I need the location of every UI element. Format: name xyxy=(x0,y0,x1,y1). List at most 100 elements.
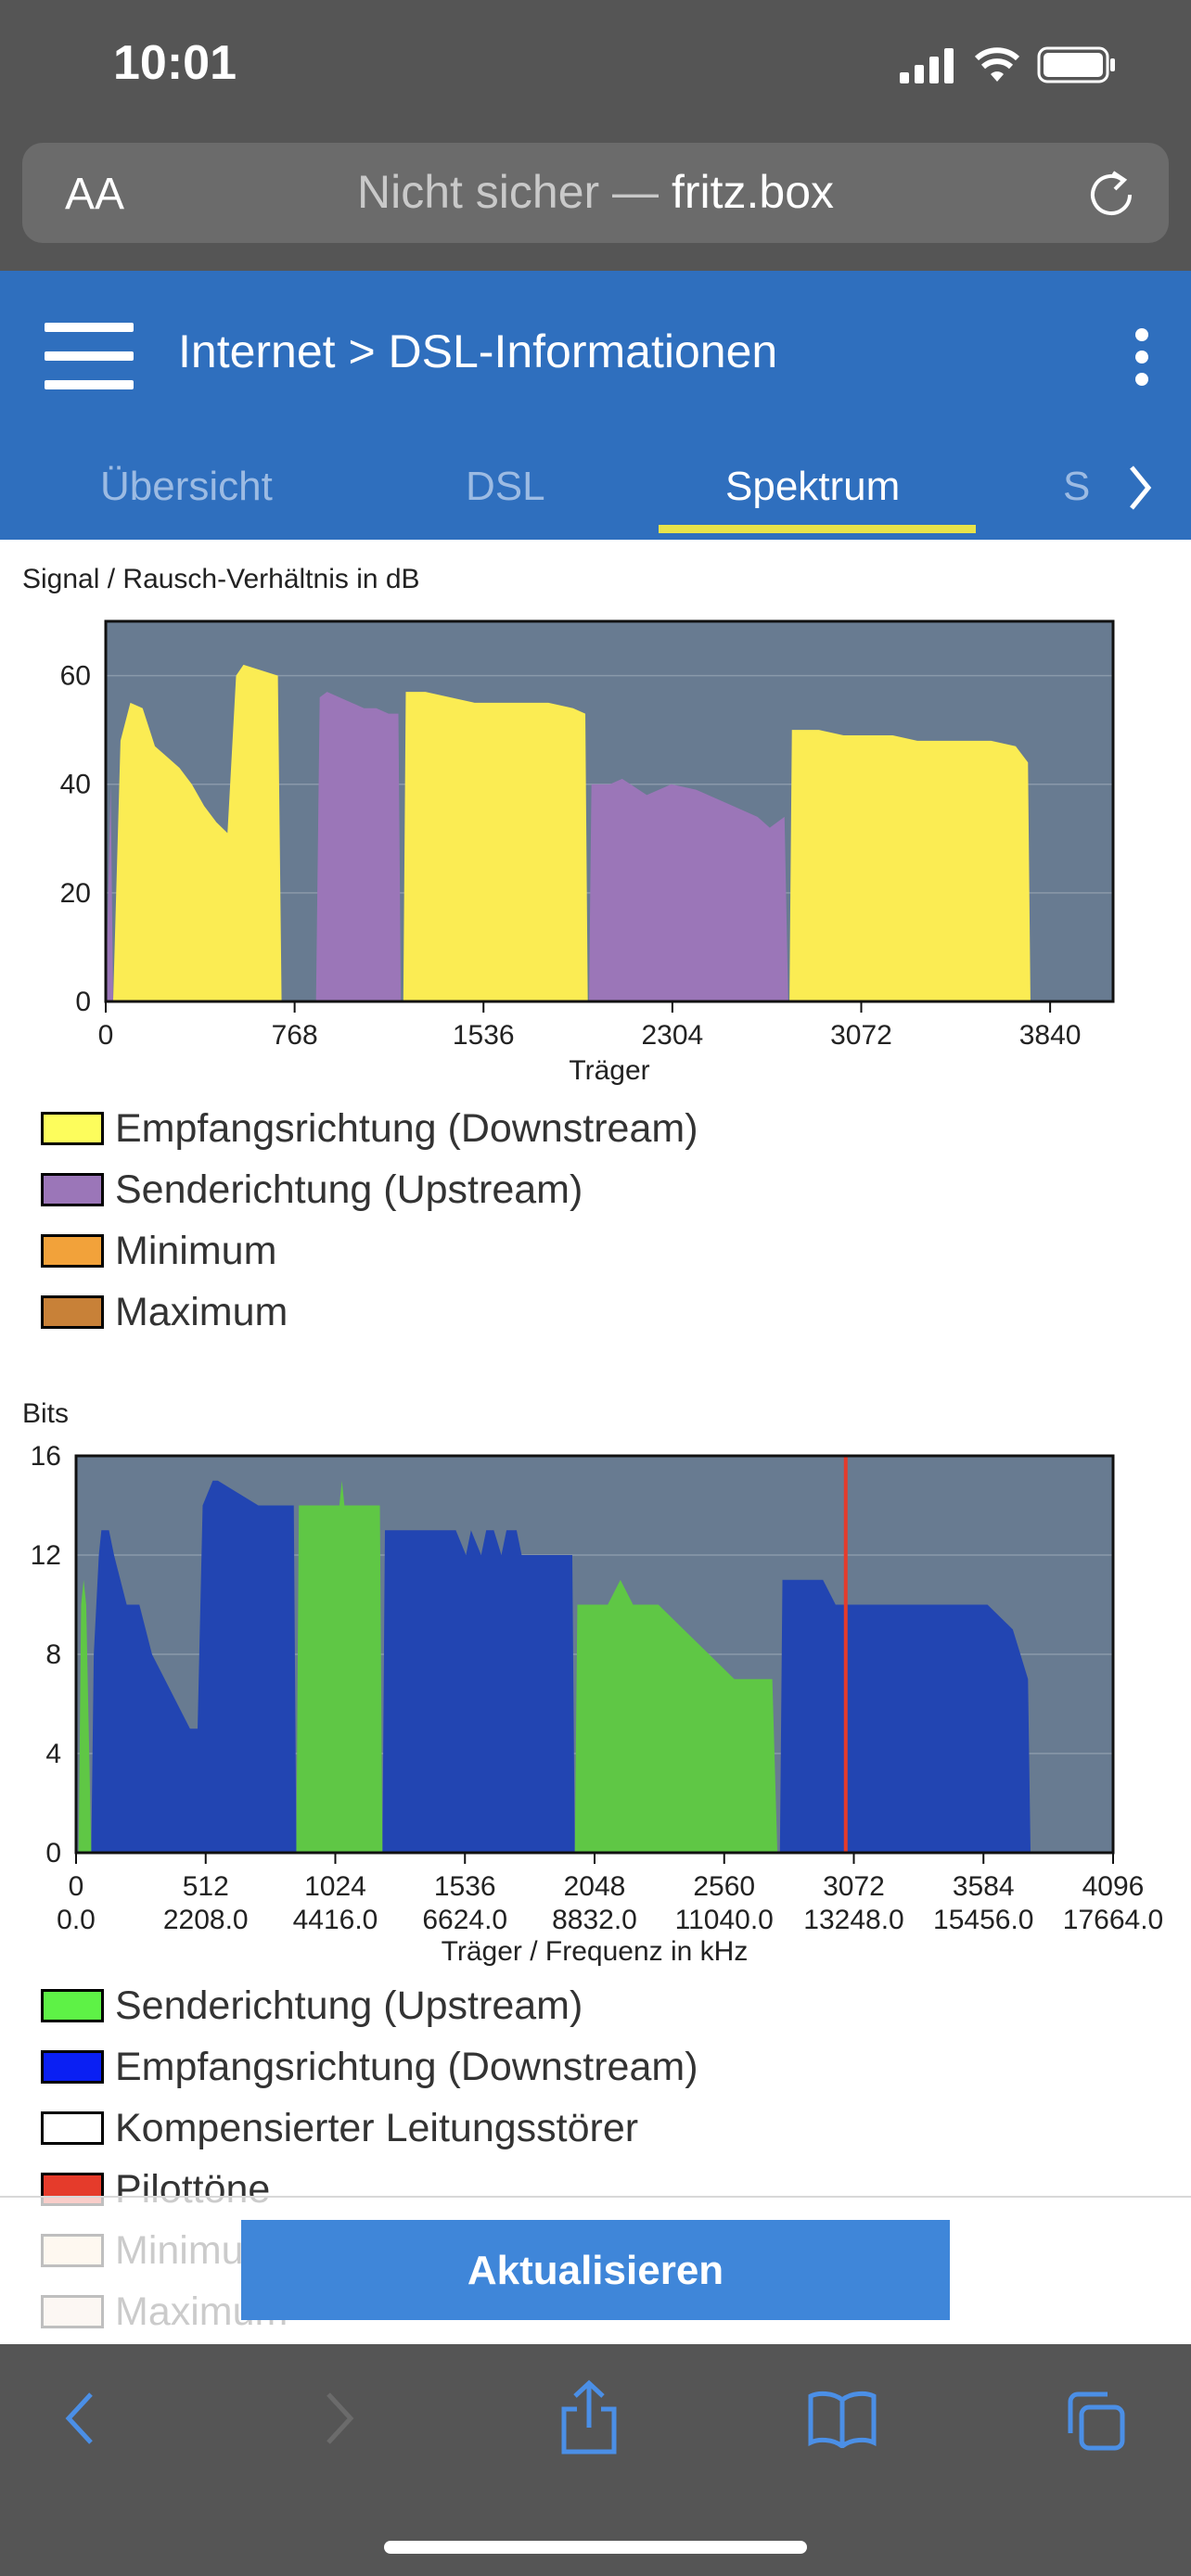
y-tick-label: 0 xyxy=(75,987,91,1017)
bookmarks-icon[interactable] xyxy=(807,2389,877,2448)
address-bar[interactable]: AA Nicht sicher — fritz.box xyxy=(22,143,1169,243)
snr-legend: Empfangsrichtung (Downstream) Senderichtu… xyxy=(41,1098,698,1343)
legend-swatch xyxy=(41,2111,104,2145)
x-tick-label: 3072 xyxy=(830,1020,892,1051)
snr-chart: 0 20 40 60 0 768 1536 2304 3072 3840 Träger xyxy=(60,619,1115,1086)
clock: 10:01 xyxy=(113,36,237,90)
tab-bar: Übersicht DSL Spektrum S xyxy=(0,447,1191,540)
wifi-icon xyxy=(974,47,1020,82)
x-tick-label: 512 xyxy=(183,1871,229,1902)
refresh-button[interactable]: Aktualisieren xyxy=(241,2220,950,2320)
signal-icon xyxy=(900,48,954,83)
y-tick-label: 12 xyxy=(31,1540,61,1571)
x-tick-label-freq: 6624.0 xyxy=(422,1905,507,1935)
legend-swatch xyxy=(41,1234,104,1268)
plot-frame xyxy=(104,619,1115,1003)
reload-icon[interactable] xyxy=(1085,167,1137,219)
series-area-1 xyxy=(78,1579,92,1853)
legend-swatch xyxy=(41,2050,104,2084)
x-tick-label-freq: 11040.0 xyxy=(675,1905,774,1935)
x-axis-label: Träger xyxy=(569,1055,649,1086)
x-axis-label: Träger / Frequenz in kHz xyxy=(442,1936,749,1967)
series-area-1 xyxy=(315,692,402,1001)
tabs-icon[interactable] xyxy=(1063,2389,1128,2454)
chevron-right-icon[interactable] xyxy=(1126,460,1154,516)
more-options-icon[interactable] xyxy=(1135,328,1148,395)
legend-swatch xyxy=(41,1112,104,1145)
series-area-0 xyxy=(779,1579,1031,1853)
series-area-0 xyxy=(382,1530,575,1853)
legend-swatch xyxy=(41,1295,104,1329)
x-tick-label-freq: 8832.0 xyxy=(552,1905,637,1935)
series-area-0 xyxy=(112,664,282,1001)
tab-spektrum[interactable]: Spektrum xyxy=(725,464,901,509)
bits-chart-title: Bits xyxy=(22,1398,70,1429)
legend-swatch xyxy=(41,1989,104,2022)
y-tick-label: 16 xyxy=(31,1441,61,1472)
series-area-0 xyxy=(403,692,588,1001)
url-security-note: Nicht sicher — xyxy=(356,166,672,218)
legend-label: Senderichtung (Upstream) xyxy=(115,1167,583,1212)
tab-dsl[interactable]: DSL xyxy=(466,464,545,509)
y-tick-label: 0 xyxy=(45,1838,61,1868)
snr-legend-item: Minimum xyxy=(41,1220,698,1282)
home-indicator xyxy=(384,2541,807,2554)
x-tick-label: 2304 xyxy=(642,1020,704,1051)
x-tick-label: 3072 xyxy=(823,1871,885,1902)
series-area-1 xyxy=(574,1579,778,1853)
bits-chart: 048121600.05122208.010244416.015366624.0… xyxy=(31,1441,1164,1967)
x-tick-label: 1536 xyxy=(453,1020,515,1051)
legend-label: Empfangsrichtung (Downstream) xyxy=(115,2044,698,2089)
series-area-0 xyxy=(91,1480,297,1853)
x-tick-label-freq: 2208.0 xyxy=(163,1905,249,1935)
active-tab-indicator xyxy=(659,525,976,533)
back-icon[interactable] xyxy=(58,2389,104,2448)
app-header: Internet > DSL-Informationen Übersicht D… xyxy=(0,271,1191,540)
snr-chart-title: Signal / Rausch-Verhältnis in dB xyxy=(22,564,420,594)
legend-label: Kompensierter Leitungsstörer xyxy=(115,2105,639,2150)
url-display[interactable]: Nicht sicher — fritz.box xyxy=(22,165,1169,219)
url-host: fritz.box xyxy=(671,166,835,218)
x-tick-label: 1536 xyxy=(434,1871,496,1902)
reader-aa-button[interactable]: AA xyxy=(65,170,125,219)
series-area-1 xyxy=(296,1480,383,1853)
x-tick-label: 1024 xyxy=(304,1871,366,1902)
x-tick-label-freq: 0.0 xyxy=(57,1905,96,1935)
snr-legend-item: Senderichtung (Upstream) xyxy=(41,1159,698,1220)
forward-icon[interactable] xyxy=(315,2389,362,2448)
x-tick-label: 2560 xyxy=(693,1871,755,1902)
x-tick-label-freq: 15456.0 xyxy=(933,1905,1033,1935)
share-icon[interactable] xyxy=(557,2378,621,2455)
series-area-1 xyxy=(106,784,113,1001)
legend-label: Minimum xyxy=(115,1228,277,1273)
breadcrumb: Internet > DSL-Informationen xyxy=(178,325,778,377)
x-tick-label: 4096 xyxy=(1082,1871,1145,1902)
series-area-1 xyxy=(588,778,788,1001)
x-tick-label: 3584 xyxy=(953,1871,1015,1902)
menu-icon[interactable] xyxy=(45,323,134,389)
y-tick-label: 60 xyxy=(60,661,91,692)
x-tick-label-freq: 17664.0 xyxy=(1063,1905,1163,1935)
x-tick-label: 3840 xyxy=(1019,1020,1082,1051)
y-tick-label: 8 xyxy=(45,1639,61,1670)
x-tick-label: 768 xyxy=(272,1020,318,1051)
bits-legend-item: Senderichtung (Upstream) xyxy=(41,1975,698,2036)
browser-bottom-bar xyxy=(0,2344,1191,2576)
legend-swatch xyxy=(41,1173,104,1206)
y-tick-label: 40 xyxy=(60,770,91,800)
bits-legend-item: Kompensierter Leitungsstörer xyxy=(41,2098,698,2159)
legend-label: Maximum xyxy=(115,1289,288,1334)
legend-label: Empfangsrichtung (Downstream) xyxy=(115,1105,698,1151)
status-bar: 10:01 xyxy=(0,0,1191,130)
legend-label: Senderichtung (Upstream) xyxy=(115,1983,583,2028)
x-tick-label: 2048 xyxy=(564,1871,626,1902)
y-tick-label: 4 xyxy=(45,1739,61,1769)
x-tick-label: 0 xyxy=(69,1871,84,1902)
x-tick-label: 0 xyxy=(98,1020,114,1051)
tab-s[interactable]: S xyxy=(1063,464,1091,509)
x-tick-label-freq: 13248.0 xyxy=(803,1905,903,1935)
tab-uebersicht[interactable]: Übersicht xyxy=(100,464,273,509)
x-tick-label-freq: 4416.0 xyxy=(293,1905,378,1935)
series-area-0 xyxy=(789,730,1031,1001)
battery-icon xyxy=(1037,46,1115,83)
